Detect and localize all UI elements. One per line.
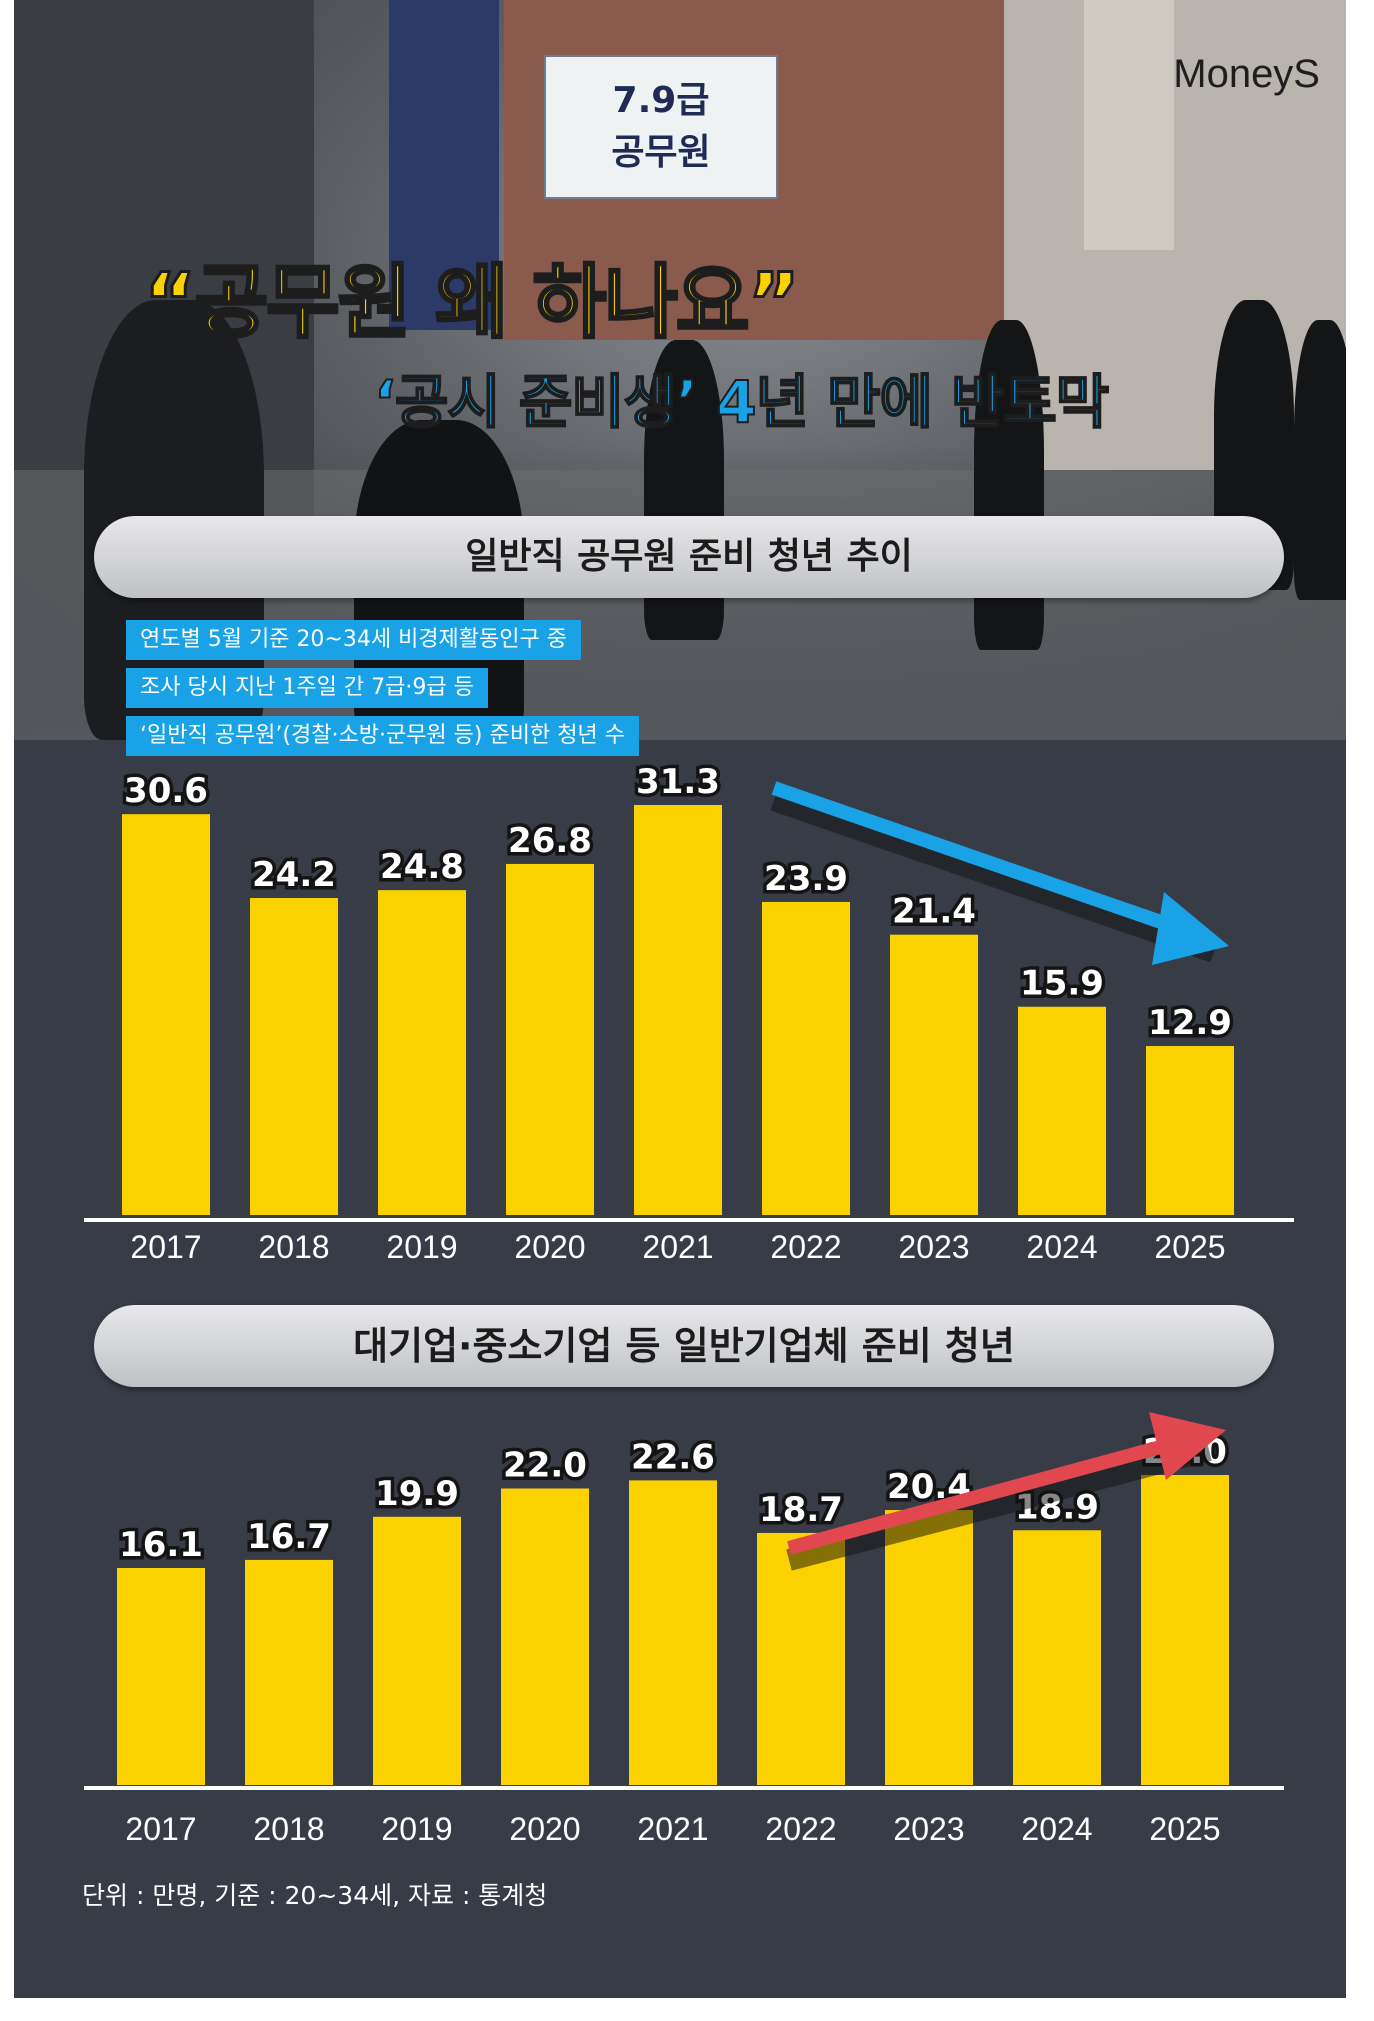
x-tick-label: 2025 [1154,1229,1225,1265]
bar-2020 [506,863,594,1215]
bar-2017 [122,814,210,1215]
x-tick-label: 2022 [770,1229,841,1265]
bar-value-label: 16.1 [119,1525,203,1565]
bar-2018 [245,1559,333,1785]
bar-value-label: 16.7 [247,1517,331,1557]
bar-2023 [885,1510,973,1785]
x-tick-label: 2023 [893,1811,964,1847]
chart2-svg: 16.1 2017 16.7 2018 19.9 2019 22.0 2020 22.6 2021… [84,1412,1284,1847]
headline: “공무원 왜 하나요” [142,255,801,351]
bar-2018 [250,898,338,1215]
vertical-sign-right [1084,0,1174,250]
bar-value-label: 31.3 [636,762,720,802]
bar-value-label: 26.8 [508,821,592,861]
chart1-svg: 30.6 2017 24.2 2018 24.8 2019 26.8 2020 31.3 2021… [84,760,1294,1265]
bar-value-label: 19.9 [375,1474,459,1514]
x-tick-label: 2024 [1026,1229,1097,1265]
note-line-2: 조사 당시 지난 1주일 간 7급·9급 등 [126,668,488,708]
bar-2023 [890,934,978,1215]
infographic-card: 7.9급 공무원 MoneyS “공무원 왜 하나요” ‘공시 준비생’ 4년 … [14,0,1346,1998]
x-tick-label: 2018 [258,1229,329,1265]
chart1-title: 일반직 공무원 준비 청년 추이 [94,516,1284,598]
academy-sign-line1: 7.9급 [612,80,710,121]
bar-value-label: 24.8 [380,847,464,887]
x-tick-label: 2021 [637,1811,708,1847]
note-line-1: 연도별 5월 기준 20~34세 비경제활동인구 중 [126,620,581,660]
x-tick-label: 2025 [1149,1811,1220,1847]
trend-arrow-shadow [770,789,1218,963]
bar-value-label: 30.6 [124,771,208,811]
bar-value-label: 22.6 [631,1437,715,1477]
bar-2021 [629,1480,717,1785]
x-tick-label: 2018 [253,1811,324,1847]
x-tick-label: 2019 [381,1811,452,1847]
academy-sign-line2: 공무원 [611,132,711,173]
note-line-3: ‘일반직 공무원’(경찰·소방·군무원 등) 준비한 청년 수 [126,716,639,756]
trend-arrow-up-head [1149,1412,1226,1480]
trend-arrow-down-head [1152,892,1229,965]
trend-arrow-shadow [786,1439,1212,1571]
x-tick-label: 2023 [898,1229,969,1265]
bar-value-label: 15.9 [1020,964,1104,1004]
bar-value-label: 12.9 [1148,1003,1232,1043]
x-tick-label: 2017 [125,1811,196,1847]
x-tick-label: 2024 [1021,1811,1092,1847]
bar-2020 [501,1488,589,1785]
bar-2022 [762,901,850,1215]
brand-logo: MoneyS [1173,52,1320,97]
x-tick-label: 2020 [509,1811,580,1847]
trend-arrow-up [787,1435,1181,1555]
x-tick-label: 2019 [386,1229,457,1265]
bar-value-label: 23.9 [764,859,848,899]
bar-2025 [1146,1046,1234,1215]
bar-2025 [1141,1475,1229,1785]
bar-2019 [378,890,466,1215]
trend-arrow-down [771,781,1187,937]
bar-value-label: 18.7 [759,1490,843,1530]
x-tick-label: 2021 [642,1229,713,1265]
brand-text: MoneyS [1173,52,1320,96]
pedestrian-silhouette [1294,320,1346,600]
bar-value-label: 21.4 [892,892,976,932]
bar-2024 [1018,1006,1106,1215]
x-tick-label: 2022 [765,1811,836,1847]
bar-2024 [1013,1530,1101,1785]
academy-sign: 7.9급 공무원 [544,55,778,199]
bar-2022 [757,1532,845,1785]
chart2-title: 대기업·중소기업 등 일반기업체 준비 청년 [94,1305,1274,1387]
x-tick-label: 2020 [514,1229,585,1265]
subheadline: ‘공시 준비생’ 4년 만에 반토막 [373,367,1110,437]
footnote: 단위 : 만명, 기준 : 20~34세, 자료 : 통계청 [82,1881,548,1910]
street-photo: 7.9급 공무원 MoneyS [14,0,1346,740]
bar-2021 [634,805,722,1215]
bar-2019 [373,1516,461,1785]
bar-value-label: 24.2 [252,855,336,895]
vertical-sign-left [389,0,499,330]
bar-value-label: 22.0 [503,1445,587,1485]
x-tick-label: 2017 [130,1229,201,1265]
bar-2017 [117,1568,205,1785]
